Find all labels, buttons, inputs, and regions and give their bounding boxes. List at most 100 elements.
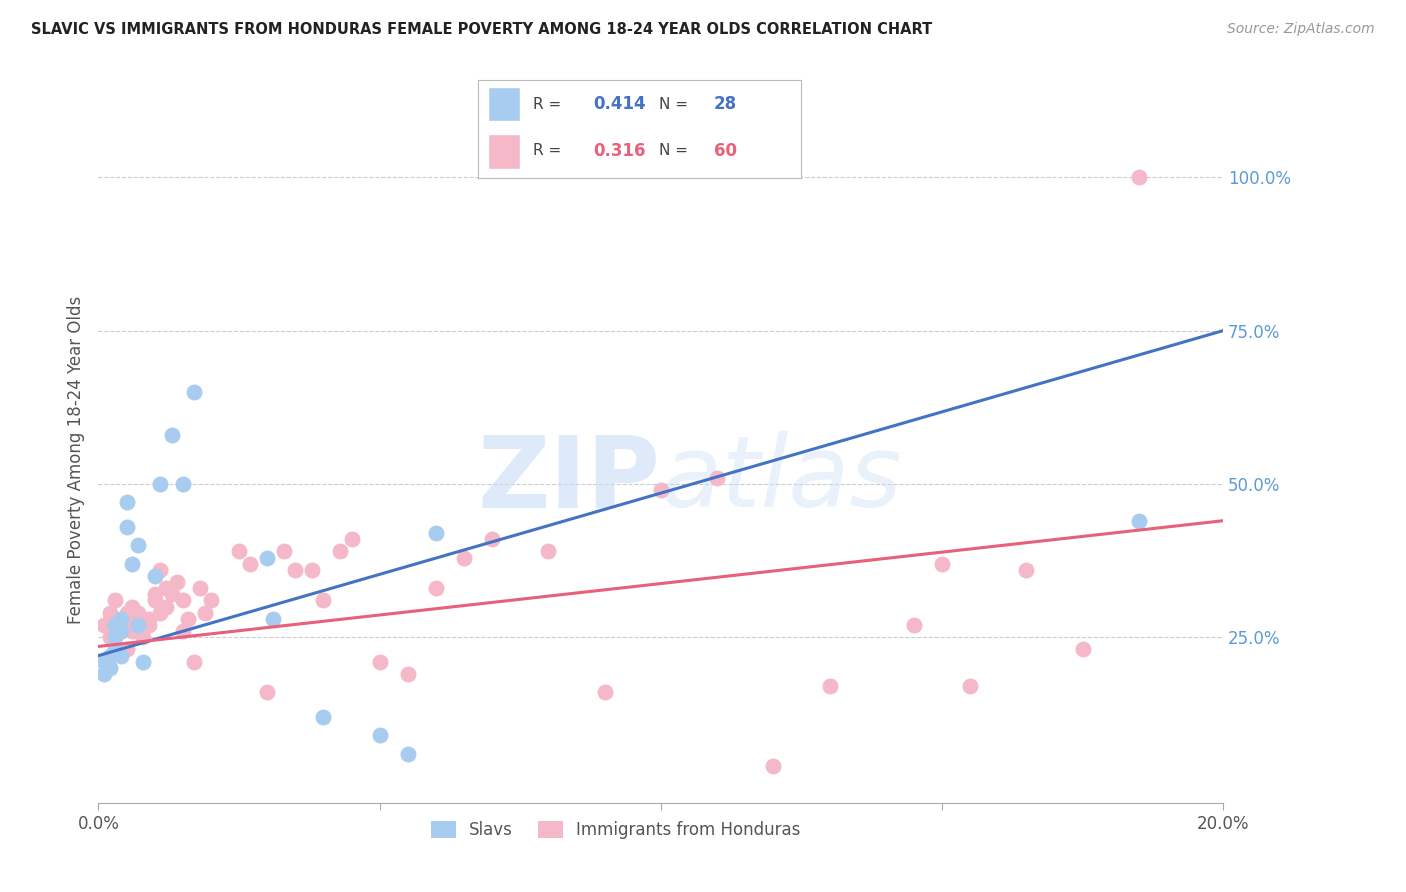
Point	[138, 612, 160, 626]
Point	[115, 520, 138, 534]
Point	[155, 581, 177, 595]
Point	[481, 532, 503, 546]
FancyBboxPatch shape	[488, 134, 520, 169]
Point	[762, 759, 785, 773]
Point	[650, 483, 672, 497]
Point	[127, 606, 149, 620]
Point	[593, 685, 616, 699]
Point	[115, 642, 138, 657]
Point	[104, 593, 127, 607]
Point	[1128, 170, 1150, 185]
Point	[1015, 563, 1038, 577]
Point	[98, 661, 121, 675]
Point	[262, 612, 284, 626]
Point	[166, 574, 188, 589]
Point	[104, 612, 127, 626]
Point	[1071, 642, 1094, 657]
Text: SLAVIC VS IMMIGRANTS FROM HONDURAS FEMALE POVERTY AMONG 18-24 YEAR OLDS CORRELAT: SLAVIC VS IMMIGRANTS FROM HONDURAS FEMAL…	[31, 22, 932, 37]
Point	[239, 557, 262, 571]
Point	[160, 587, 183, 601]
Point	[121, 612, 143, 626]
Text: R =: R =	[533, 144, 567, 159]
Point	[183, 384, 205, 399]
Point	[453, 550, 475, 565]
Point	[329, 544, 352, 558]
Point	[931, 557, 953, 571]
Text: ZIP: ZIP	[478, 432, 661, 528]
Point	[340, 532, 363, 546]
Text: R =: R =	[533, 97, 567, 112]
Point	[115, 495, 138, 509]
Point	[149, 563, 172, 577]
Point	[188, 581, 211, 595]
Text: N =: N =	[659, 97, 693, 112]
Legend: Slavs, Immigrants from Honduras: Slavs, Immigrants from Honduras	[425, 814, 807, 846]
Point	[194, 606, 217, 620]
Y-axis label: Female Poverty Among 18-24 Year Olds: Female Poverty Among 18-24 Year Olds	[66, 295, 84, 624]
Point	[256, 685, 278, 699]
Point	[110, 618, 132, 632]
Point	[143, 569, 166, 583]
Point	[903, 618, 925, 632]
Point	[537, 544, 560, 558]
Point	[127, 618, 149, 632]
Point	[132, 655, 155, 669]
Point	[172, 476, 194, 491]
Point	[98, 630, 121, 644]
Point	[301, 563, 323, 577]
Point	[312, 593, 335, 607]
Point	[368, 655, 391, 669]
Text: 0.316: 0.316	[593, 142, 645, 160]
Point	[172, 593, 194, 607]
Point	[312, 710, 335, 724]
Point	[160, 428, 183, 442]
Point	[256, 550, 278, 565]
Point	[127, 538, 149, 552]
Point	[110, 624, 132, 639]
Point	[104, 630, 127, 644]
Point	[121, 599, 143, 614]
Point	[149, 476, 172, 491]
Point	[110, 612, 132, 626]
Point	[183, 655, 205, 669]
Point	[228, 544, 250, 558]
Point	[115, 618, 138, 632]
Point	[172, 624, 194, 639]
Point	[104, 618, 127, 632]
Point	[200, 593, 222, 607]
Point	[396, 747, 419, 761]
Point	[273, 544, 295, 558]
Point	[368, 728, 391, 742]
Point	[155, 599, 177, 614]
Point	[959, 679, 981, 693]
Point	[98, 606, 121, 620]
Point	[93, 667, 115, 681]
Point	[132, 618, 155, 632]
Point	[132, 630, 155, 644]
Point	[104, 642, 127, 657]
Point	[138, 618, 160, 632]
Point	[143, 593, 166, 607]
Point	[93, 618, 115, 632]
Text: atlas: atlas	[661, 432, 903, 528]
Text: 60: 60	[714, 142, 737, 160]
Point	[98, 648, 121, 663]
Text: 28: 28	[714, 95, 737, 113]
Point	[425, 526, 447, 541]
Point	[115, 606, 138, 620]
FancyBboxPatch shape	[488, 87, 520, 121]
Point	[110, 648, 132, 663]
Point	[396, 667, 419, 681]
Point	[121, 557, 143, 571]
Text: Source: ZipAtlas.com: Source: ZipAtlas.com	[1227, 22, 1375, 37]
Point	[284, 563, 307, 577]
Text: N =: N =	[659, 144, 693, 159]
Text: 0.414: 0.414	[593, 95, 645, 113]
Point	[818, 679, 841, 693]
Point	[1128, 514, 1150, 528]
Point	[93, 655, 115, 669]
Point	[110, 624, 132, 639]
Point	[143, 587, 166, 601]
Point	[177, 612, 200, 626]
Point	[149, 606, 172, 620]
